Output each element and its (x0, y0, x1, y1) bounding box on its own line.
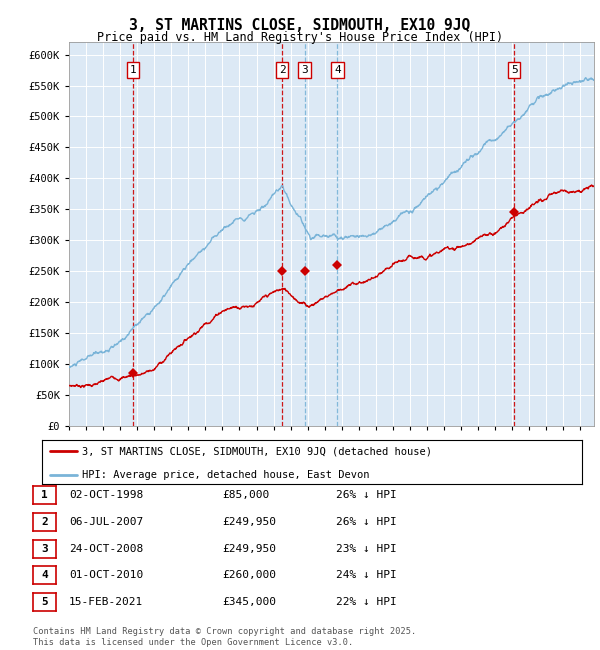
Text: 3: 3 (301, 65, 308, 75)
Text: 26% ↓ HPI: 26% ↓ HPI (336, 490, 397, 501)
Text: 20: 20 (491, 456, 500, 465)
Text: 20: 20 (439, 456, 449, 465)
Text: 04: 04 (218, 445, 227, 454)
Text: 20: 20 (235, 456, 244, 465)
Text: £345,000: £345,000 (222, 597, 276, 607)
Text: 06-JUL-2007: 06-JUL-2007 (69, 517, 143, 527)
Text: 5: 5 (511, 65, 518, 75)
Text: 18: 18 (457, 445, 466, 454)
Text: 95: 95 (64, 445, 73, 454)
Text: 19: 19 (64, 456, 73, 465)
Text: 20: 20 (559, 456, 568, 465)
Text: 22% ↓ HPI: 22% ↓ HPI (336, 597, 397, 607)
Text: 00: 00 (150, 445, 159, 454)
Text: £85,000: £85,000 (222, 490, 269, 501)
Text: 20: 20 (286, 456, 295, 465)
Text: 20: 20 (320, 456, 329, 465)
Text: £249,950: £249,950 (222, 543, 276, 554)
Text: 20: 20 (491, 445, 500, 454)
Text: 26% ↓ HPI: 26% ↓ HPI (336, 517, 397, 527)
Text: 20: 20 (576, 456, 585, 465)
Text: 20: 20 (150, 456, 159, 465)
Text: 12: 12 (354, 445, 363, 454)
Text: 01: 01 (167, 445, 176, 454)
Text: 20: 20 (303, 456, 312, 465)
Text: 13: 13 (371, 445, 380, 454)
Text: 1: 1 (130, 65, 136, 75)
Text: 3, ST MARTINS CLOSE, SIDMOUTH, EX10 9JQ (detached house): 3, ST MARTINS CLOSE, SIDMOUTH, EX10 9JQ … (83, 446, 433, 456)
Text: 19: 19 (473, 445, 482, 454)
Text: 20: 20 (542, 456, 551, 465)
Text: 15-FEB-2021: 15-FEB-2021 (69, 597, 143, 607)
Text: 24% ↓ HPI: 24% ↓ HPI (336, 570, 397, 580)
Text: 02-OCT-1998: 02-OCT-1998 (69, 490, 143, 501)
Text: 15: 15 (406, 445, 415, 454)
Text: 17: 17 (439, 445, 449, 454)
Text: 20: 20 (371, 456, 380, 465)
Text: 19: 19 (98, 456, 107, 465)
Text: 20: 20 (218, 456, 227, 465)
Text: 19: 19 (116, 456, 125, 465)
Text: 20: 20 (201, 456, 210, 465)
Text: 10: 10 (320, 445, 329, 454)
Text: 20: 20 (167, 456, 176, 465)
Text: 01-OCT-2010: 01-OCT-2010 (69, 570, 143, 580)
Text: 02: 02 (184, 445, 193, 454)
Text: 23% ↓ HPI: 23% ↓ HPI (336, 543, 397, 554)
Text: 19: 19 (82, 456, 91, 465)
Text: 2: 2 (278, 65, 286, 75)
Text: 06: 06 (252, 445, 261, 454)
Text: 24: 24 (559, 445, 568, 454)
Text: 20: 20 (525, 456, 534, 465)
Text: 03: 03 (201, 445, 210, 454)
Text: 24-OCT-2008: 24-OCT-2008 (69, 543, 143, 554)
Text: 11: 11 (337, 445, 346, 454)
Text: £260,000: £260,000 (222, 570, 276, 580)
Text: 25: 25 (576, 445, 585, 454)
Text: 20: 20 (473, 456, 482, 465)
Text: 3: 3 (41, 543, 48, 554)
Text: 19: 19 (133, 456, 142, 465)
Text: 98: 98 (116, 445, 125, 454)
Text: 20: 20 (406, 456, 415, 465)
Text: 16: 16 (422, 445, 431, 454)
Text: 1: 1 (41, 490, 48, 501)
Text: 07: 07 (269, 445, 278, 454)
Text: Price paid vs. HM Land Registry's House Price Index (HPI): Price paid vs. HM Land Registry's House … (97, 31, 503, 44)
Text: £249,950: £249,950 (222, 517, 276, 527)
Text: 20: 20 (337, 456, 346, 465)
Text: 05: 05 (235, 445, 244, 454)
Text: 96: 96 (82, 445, 91, 454)
Text: HPI: Average price, detached house, East Devon: HPI: Average price, detached house, East… (83, 469, 370, 480)
Text: 08: 08 (286, 445, 295, 454)
Text: Contains HM Land Registry data © Crown copyright and database right 2025.
This d: Contains HM Land Registry data © Crown c… (33, 627, 416, 647)
Text: 20: 20 (354, 456, 363, 465)
Text: 99: 99 (133, 445, 142, 454)
Text: 23: 23 (542, 445, 551, 454)
Text: 09: 09 (303, 445, 312, 454)
Text: 20: 20 (388, 456, 397, 465)
Text: 20: 20 (184, 456, 193, 465)
Text: 97: 97 (98, 445, 107, 454)
Text: 20: 20 (457, 456, 466, 465)
Text: 3, ST MARTINS CLOSE, SIDMOUTH, EX10 9JQ: 3, ST MARTINS CLOSE, SIDMOUTH, EX10 9JQ (130, 18, 470, 33)
Text: 20: 20 (422, 456, 431, 465)
Text: 20: 20 (269, 456, 278, 465)
Text: 20: 20 (252, 456, 261, 465)
Text: 4: 4 (334, 65, 341, 75)
Text: 4: 4 (41, 570, 48, 580)
Text: 14: 14 (388, 445, 397, 454)
Text: 2: 2 (41, 517, 48, 527)
Text: 20: 20 (508, 456, 517, 465)
Text: 21: 21 (508, 445, 517, 454)
Text: 22: 22 (525, 445, 534, 454)
Text: 5: 5 (41, 597, 48, 607)
